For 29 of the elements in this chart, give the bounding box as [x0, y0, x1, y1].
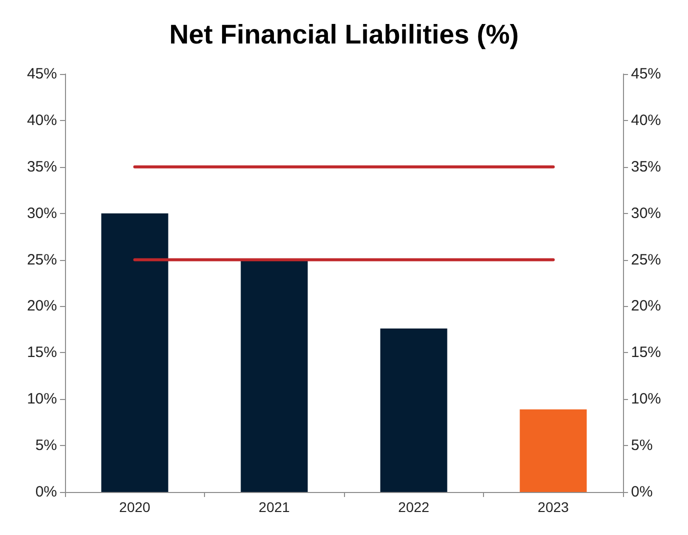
x-tick-label: 2020	[119, 499, 151, 515]
y2-tick-label: 25%	[631, 251, 662, 268]
y-tick-label: 35%	[26, 158, 57, 176]
bar	[380, 328, 448, 492]
y-tick-label: 15%	[26, 344, 57, 362]
bar	[520, 409, 587, 492]
y2-tick-label: 20%	[631, 298, 662, 315]
y-tick-label: 40%	[26, 112, 57, 129]
y-tick-label: 10%	[26, 390, 57, 408]
y2-tick-label: 40%	[631, 112, 662, 129]
chart-title: Net Financial Liabilities (%)	[169, 20, 519, 50]
y2-tick-label: 45%	[631, 66, 662, 82]
x-tick-label: 2021	[258, 499, 290, 515]
y-tick-label: 5%	[35, 437, 57, 454]
y2-tick-label: 10%	[631, 390, 662, 408]
y-tick-label: 0%	[35, 484, 57, 500]
bar	[101, 213, 168, 492]
y2-tick-label: 5%	[631, 437, 653, 454]
y2-tick-label: 35%	[631, 158, 662, 176]
y2-tick-label: 30%	[631, 204, 662, 222]
y2-tick-label: 15%	[631, 344, 662, 362]
y-tick-label: 20%	[26, 298, 57, 315]
x-tick-label: 2023	[538, 499, 570, 515]
bar	[240, 260, 308, 492]
y-tick-label: 30%	[26, 204, 57, 222]
y2-tick-label: 0%	[631, 484, 653, 500]
x-tick-label: 2022	[398, 499, 430, 515]
y-tick-label: 45%	[26, 66, 57, 82]
y-tick-label: 25%	[26, 251, 57, 268]
